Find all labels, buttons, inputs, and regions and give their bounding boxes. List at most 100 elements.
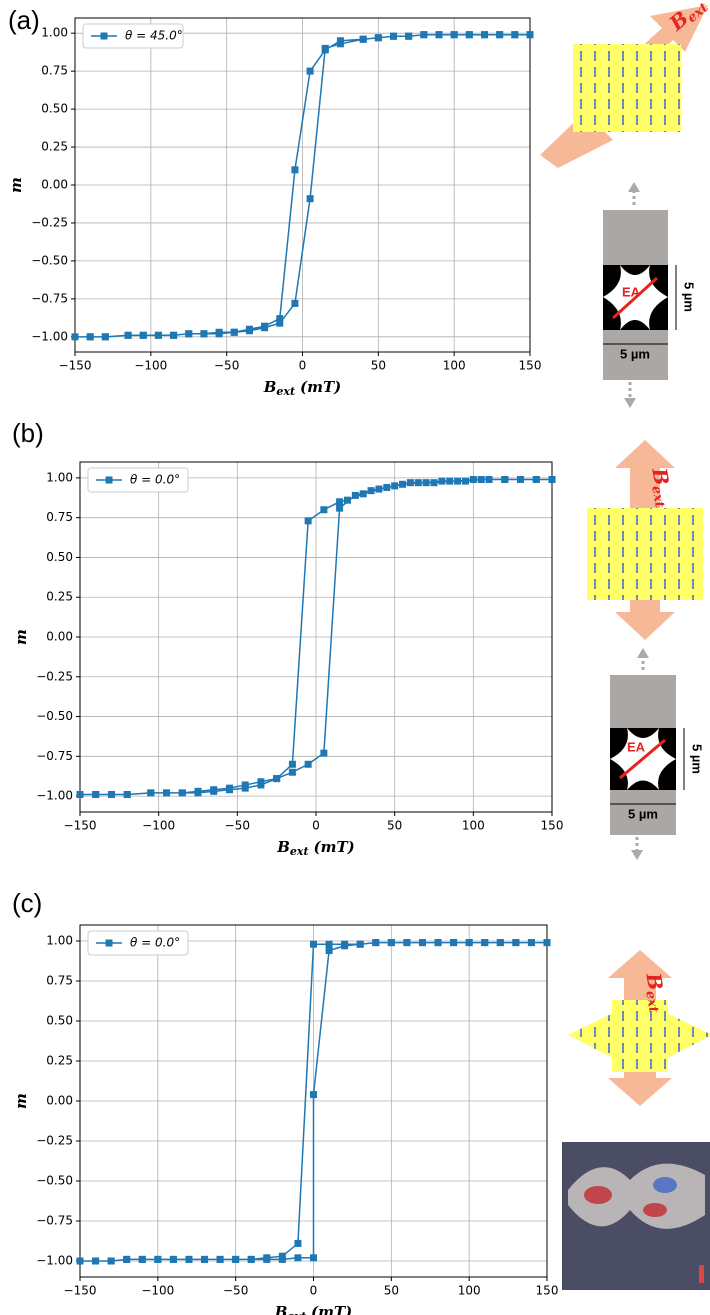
x-tick-label: −150 <box>59 359 92 373</box>
point <box>76 791 84 798</box>
point <box>163 789 171 797</box>
y-tick-label: 0.00 <box>46 1094 73 1108</box>
plot-frame <box>74 17 531 353</box>
point <box>232 1255 240 1263</box>
x-label-unit: (mT) <box>314 838 355 856</box>
width-label: 5 µm <box>620 346 650 361</box>
point <box>170 331 178 339</box>
y-axis-label: m <box>7 177 25 193</box>
field-arrow <box>615 598 675 640</box>
point <box>123 1255 131 1263</box>
y-tick-label: 1.00 <box>46 470 73 484</box>
point <box>294 1239 302 1247</box>
y-tick-label: −0.75 <box>31 291 68 305</box>
height-label: 5 µm <box>682 282 697 312</box>
point <box>276 315 284 323</box>
y-tick-label: −0.50 <box>36 1174 73 1188</box>
y-tick-label: 0.50 <box>46 550 73 564</box>
point <box>501 476 509 483</box>
x-axis-label: Bext (mT) <box>276 838 355 858</box>
chart: −150 −100 −50 0 50 100 150 −1.00 −0.75 −0.50 −0.25… <box>7 5 541 398</box>
simulation-domain <box>653 1177 677 1193</box>
point <box>336 504 344 512</box>
y-tick-label: −0.25 <box>36 1134 73 1148</box>
dotted-arrow <box>628 182 640 192</box>
field-label: Bext <box>640 970 673 1014</box>
x-label-unit: (mT) <box>311 1303 352 1315</box>
legend-box <box>82 23 184 49</box>
point <box>107 1257 115 1265</box>
y-tick-label: 0.00 <box>41 178 68 192</box>
x-axis-label: Bext (mT) <box>274 1303 353 1315</box>
chart: −150 −100 −50 0 50 100 150 −1.00 −0.75 −0.50 −0.25… <box>12 418 563 858</box>
point <box>92 791 100 798</box>
easy-axis-label: EA <box>622 284 641 299</box>
point <box>438 477 446 485</box>
diagram-a: Bext EA 5 µm 5 µm <box>540 0 710 408</box>
y-tick-label: −0.75 <box>36 749 73 763</box>
array <box>587 508 703 600</box>
point <box>178 789 186 797</box>
point <box>325 940 333 948</box>
point <box>543 939 551 947</box>
x-tick-label: 150 <box>536 1284 559 1298</box>
point <box>185 330 193 338</box>
x-tick-label: 0 <box>312 819 320 833</box>
point <box>304 760 312 768</box>
point <box>477 476 485 483</box>
point <box>485 476 493 483</box>
x-label-unit: (mT) <box>300 378 341 396</box>
point <box>139 331 147 339</box>
panel-label: (c) <box>12 888 42 918</box>
legend-marker <box>105 939 113 947</box>
point <box>374 34 382 42</box>
point <box>200 330 208 338</box>
y-tick-label: −0.75 <box>36 1214 73 1228</box>
simulation-domain <box>584 1186 612 1204</box>
width-label: 5 µm <box>628 806 658 821</box>
point <box>336 498 344 506</box>
panel-label: (a) <box>8 5 40 35</box>
field-label: Bext <box>646 465 679 509</box>
point <box>356 940 364 948</box>
x-tick-label: 50 <box>384 1284 399 1298</box>
point <box>278 1255 286 1263</box>
point <box>341 942 349 950</box>
point <box>291 166 299 174</box>
x-tick-label: 100 <box>462 819 485 833</box>
point <box>194 787 202 795</box>
point <box>422 479 430 487</box>
y-tick-label: 0.25 <box>46 1054 73 1068</box>
point <box>367 487 375 495</box>
y-tick-label: −0.50 <box>36 709 73 723</box>
point <box>101 333 109 341</box>
point <box>276 319 284 327</box>
point <box>310 1091 317 1099</box>
x-label-subscript: ext <box>276 385 295 398</box>
point <box>359 490 367 498</box>
x-label-symbol: B <box>263 378 277 396</box>
x-tick-label: 100 <box>443 359 466 373</box>
y-tick-label: 1.00 <box>46 934 73 948</box>
point <box>512 939 520 947</box>
x-tick-label: −100 <box>141 1284 174 1298</box>
legend-label: θ = 0.0° <box>130 473 180 487</box>
x-tick-label: −100 <box>142 819 175 833</box>
array <box>612 1000 668 1072</box>
legend-label: θ = 45.0° <box>125 29 183 43</box>
panel-label: (b) <box>12 418 44 448</box>
point <box>325 947 333 955</box>
x-tick-label: 0 <box>310 1284 318 1298</box>
point <box>273 775 281 783</box>
y-tick-label: 0.25 <box>41 140 68 154</box>
legend-label: θ = 0.0° <box>130 936 180 950</box>
point <box>123 791 131 798</box>
point <box>86 333 94 341</box>
point <box>216 1255 224 1263</box>
point <box>306 67 314 75</box>
x-tick-label: −150 <box>64 819 97 833</box>
point <box>406 479 414 487</box>
point <box>390 32 397 40</box>
point <box>154 1255 162 1263</box>
